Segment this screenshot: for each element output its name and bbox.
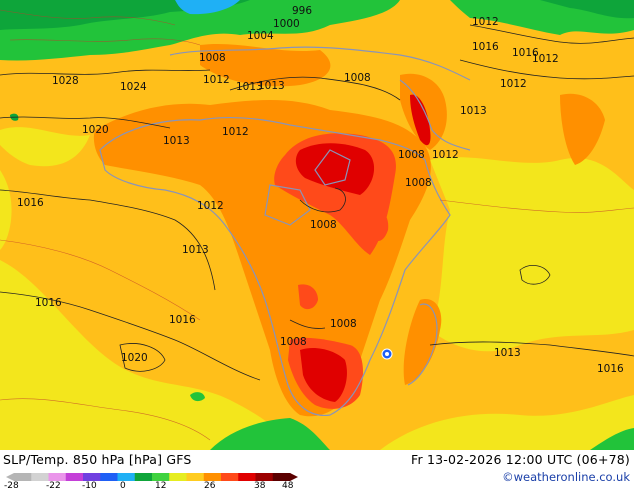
- legend-color-step: [83, 473, 101, 481]
- isobar-label: 1008: [330, 318, 357, 330]
- legend-min-arrow: [6, 473, 14, 481]
- legend-color-step: [152, 473, 170, 481]
- isobar-label: 1016: [35, 297, 62, 309]
- legend-color-step: [31, 473, 49, 481]
- isobar-label: 1016: [512, 47, 539, 59]
- isobar-label: 1008: [398, 149, 425, 161]
- isobar-label: 1013: [460, 105, 487, 117]
- isobar-label: 1000: [273, 18, 300, 30]
- legend-color-step: [255, 473, 274, 481]
- isobar-label: 1004: [247, 30, 274, 42]
- legend-tick: 48: [282, 481, 294, 491]
- legend-color-step: [48, 473, 67, 481]
- legend-color-step: [65, 473, 84, 481]
- legend-tick: 0: [120, 481, 126, 491]
- isobar-label: 1013: [494, 347, 521, 359]
- legend-color-step: [186, 473, 205, 481]
- temperature-red-zones: [274, 94, 431, 409]
- isobar-label: 1012: [472, 16, 499, 28]
- isobar-label: 1012: [197, 200, 224, 212]
- legend-tick: 12: [155, 481, 167, 491]
- isobar-contours: [0, 24, 634, 381]
- legend-color-step: [100, 473, 118, 481]
- isobar-label: 1016: [597, 363, 624, 375]
- isotherm-lines: [0, 9, 634, 441]
- isobar-label: 1016: [17, 197, 44, 209]
- legend-color-step: [203, 473, 222, 481]
- credit-link[interactable]: ©weatheronline.co.uk: [502, 470, 630, 484]
- legend-tick: 26: [204, 481, 216, 491]
- legend-color-step: [134, 473, 153, 481]
- isobar-label: 1008: [405, 177, 432, 189]
- low-pressure-marker: [381, 348, 393, 360]
- legend-color-step: [117, 473, 136, 481]
- isobar-label: 1012: [203, 74, 230, 86]
- isobar-label: 1020: [82, 124, 109, 136]
- legend-tick: -28: [4, 481, 19, 491]
- run-time: Fr 13-02-2026 12:00 UTC (06+78): [411, 452, 630, 467]
- legend-tick: -22: [46, 481, 61, 491]
- map-footer: SLP/Temp. 850 hPa [hPa] GFS Fr 13-02-202…: [0, 450, 634, 491]
- isobar-label: 1012: [432, 149, 459, 161]
- isobar-label: 1008: [199, 52, 226, 64]
- map-title: SLP/Temp. 850 hPa [hPa] GFS: [3, 452, 192, 467]
- isobar-label: 1012: [500, 78, 527, 90]
- isobar-label: 1013: [258, 80, 285, 92]
- isobar-label: 1024: [120, 81, 147, 93]
- coastlines: [99, 46, 471, 416]
- temperature-green-zones: [0, 0, 634, 450]
- color-legend: [6, 473, 298, 481]
- isobar-label: 1028: [52, 75, 79, 87]
- isobar-label: 1008: [344, 72, 371, 84]
- legend-tick: 38: [254, 481, 266, 491]
- legend-color-step: [238, 473, 256, 481]
- isobar-label: 1016: [472, 41, 499, 53]
- isobar-label: 1016: [169, 314, 196, 326]
- legend-color-step: [14, 473, 32, 481]
- isobar-label: 1012: [532, 53, 559, 65]
- legend-color-step: [169, 473, 187, 481]
- legend-ticks: -28 -22 -10 0 12 26 38 48: [0, 481, 300, 491]
- legend-tick: -10: [82, 481, 97, 491]
- legend-color-step: [221, 473, 239, 481]
- isobar-label: 1020: [121, 352, 148, 364]
- isobar-label: 1012: [222, 126, 249, 138]
- isobar-label: 1008: [280, 336, 307, 348]
- isobar-label: 1008: [310, 219, 337, 231]
- legend-color-step: [272, 473, 291, 481]
- temperature-yellow-zones: [0, 127, 634, 450]
- legend-max-arrow: [290, 473, 298, 481]
- isobar-label: 1013: [182, 244, 209, 256]
- isobar-label: 1013: [236, 81, 263, 93]
- isobar-label: 996: [292, 5, 312, 17]
- isobar-label: 1013: [163, 135, 190, 147]
